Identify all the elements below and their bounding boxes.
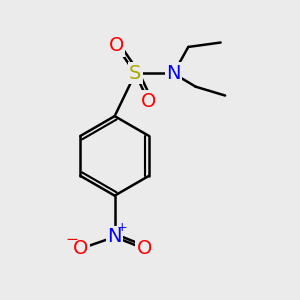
Text: −: − (66, 232, 78, 247)
Text: O: O (141, 92, 156, 111)
Text: N: N (107, 227, 122, 246)
Text: +: + (117, 221, 127, 234)
Text: O: O (109, 36, 124, 55)
Text: O: O (136, 239, 152, 258)
Text: S: S (129, 64, 142, 83)
Text: N: N (166, 64, 181, 83)
Text: O: O (73, 239, 88, 258)
